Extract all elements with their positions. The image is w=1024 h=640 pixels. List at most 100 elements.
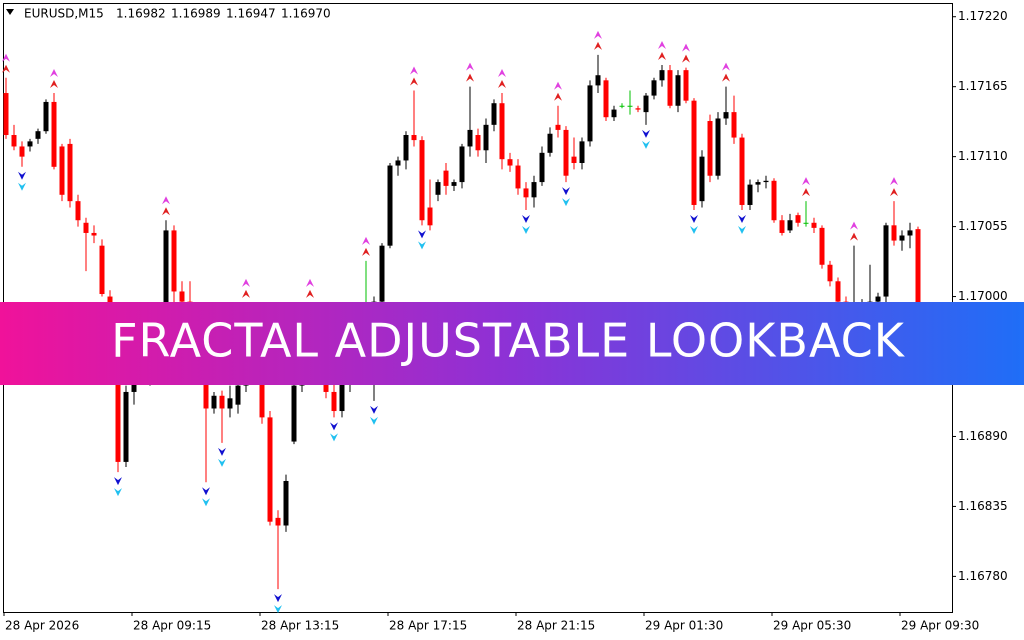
fractal-up-arrow	[466, 73, 474, 82]
candle-body	[491, 103, 497, 125]
menu-triangle	[6, 9, 14, 15]
fractal-up-arrow	[362, 236, 370, 245]
fractal-down-arrow	[330, 433, 338, 442]
fractal-down-arrow	[18, 171, 26, 180]
fractal-down-arrow	[690, 215, 698, 224]
fractal-down-arrow	[202, 487, 210, 496]
x-tick-label: 28 Apr 21:15	[517, 619, 595, 633]
candle-body	[275, 517, 281, 526]
candle-body	[67, 143, 73, 202]
candle-body	[707, 121, 713, 176]
candle-body	[435, 182, 441, 195]
fractal-down-arrow	[562, 198, 570, 207]
header-value: 1.16947	[226, 7, 276, 21]
candle-body	[235, 385, 241, 405]
fractal-down-arrow	[642, 129, 650, 138]
x-tick-label: 28 Apr 17:15	[389, 619, 467, 633]
candle-body	[907, 230, 913, 236]
candle-body	[587, 85, 593, 142]
fractal-up-arrow	[362, 247, 370, 256]
fractal-up-arrow	[498, 69, 506, 78]
candle-body	[611, 109, 617, 118]
fractal-up-arrow	[658, 52, 666, 61]
x-tick-label: 28 Apr 09:15	[133, 619, 211, 633]
candle-body	[419, 140, 425, 221]
candle-body	[267, 417, 273, 522]
candle-body	[539, 152, 545, 183]
candle-body	[563, 129, 569, 176]
candle-body	[875, 296, 881, 302]
fractal-up-arrow	[410, 77, 418, 86]
y-tick-label: 1.17000	[958, 289, 1008, 303]
candle-body	[803, 222, 809, 224]
fractal-down-arrow	[370, 405, 378, 414]
candle-body	[115, 321, 121, 462]
candle-body	[467, 129, 473, 147]
header-value: 1.16989	[171, 7, 221, 21]
symbol: EURUSD,M15	[24, 7, 104, 21]
banner-background	[0, 302, 1024, 385]
fractal-up-arrow	[802, 188, 810, 197]
candle-body	[123, 391, 129, 462]
candle-body	[27, 141, 33, 147]
fractal-up-arrow	[890, 188, 898, 197]
y-tick-label: 1.16780	[958, 569, 1008, 583]
candle-body	[19, 146, 25, 157]
x-tick-label: 29 Apr 01:30	[645, 619, 723, 633]
fractal-up-arrow	[802, 177, 810, 186]
fractal-down-arrow	[370, 416, 378, 425]
candle-body	[595, 75, 601, 86]
candle-body	[819, 227, 825, 265]
candle-body	[219, 395, 225, 409]
candle-body	[51, 101, 57, 167]
fractal-down-arrow	[522, 215, 530, 224]
header-value: 1.16982	[116, 7, 166, 21]
candle-body	[35, 131, 41, 139]
candle-body	[683, 70, 689, 101]
fractal-up-arrow	[306, 289, 314, 298]
candle-body	[739, 137, 745, 205]
candle-body	[259, 372, 265, 418]
fractal-up-arrow	[2, 53, 10, 62]
candle-body	[795, 215, 801, 223]
x-tick-label: 28 Apr 2026	[5, 619, 79, 633]
fractal-up-arrow	[162, 196, 170, 205]
candle-body	[211, 395, 217, 409]
candle-body	[531, 182, 537, 198]
fractal-down-arrow	[202, 498, 210, 507]
candle-body	[179, 291, 185, 302]
candle-body	[731, 112, 737, 138]
fractal-up-arrow	[722, 73, 730, 82]
candle-body	[899, 235, 905, 241]
candle-body	[75, 201, 81, 221]
candle-body	[331, 391, 337, 412]
candle-body	[835, 281, 841, 302]
candle-body	[603, 80, 609, 118]
fractal-down-arrow	[18, 182, 26, 191]
fractal-down-arrow	[418, 241, 426, 250]
candle-body	[883, 225, 889, 297]
y-tick-label: 1.17110	[958, 149, 1008, 163]
fractal-down-arrow	[114, 488, 122, 497]
fractal-up-arrow	[242, 278, 250, 287]
candle-body	[403, 135, 409, 161]
fractal-up-arrow	[594, 41, 602, 50]
candle-body	[499, 103, 505, 160]
candle-body	[443, 170, 449, 186]
candle-body	[787, 220, 793, 231]
fractal-up-arrow	[50, 80, 58, 89]
fractal-up-arrow	[658, 41, 666, 50]
candle-body	[387, 165, 393, 246]
candle-body	[339, 379, 345, 412]
candle-body	[475, 135, 481, 151]
fractal-down-arrow	[274, 594, 282, 603]
candle-body	[891, 225, 897, 241]
candle-body	[619, 105, 625, 107]
y-tick-label: 1.16835	[958, 499, 1008, 513]
candle-body	[203, 366, 209, 409]
candle-body	[3, 93, 9, 136]
candle-body	[699, 156, 705, 202]
candle-body	[715, 118, 721, 176]
